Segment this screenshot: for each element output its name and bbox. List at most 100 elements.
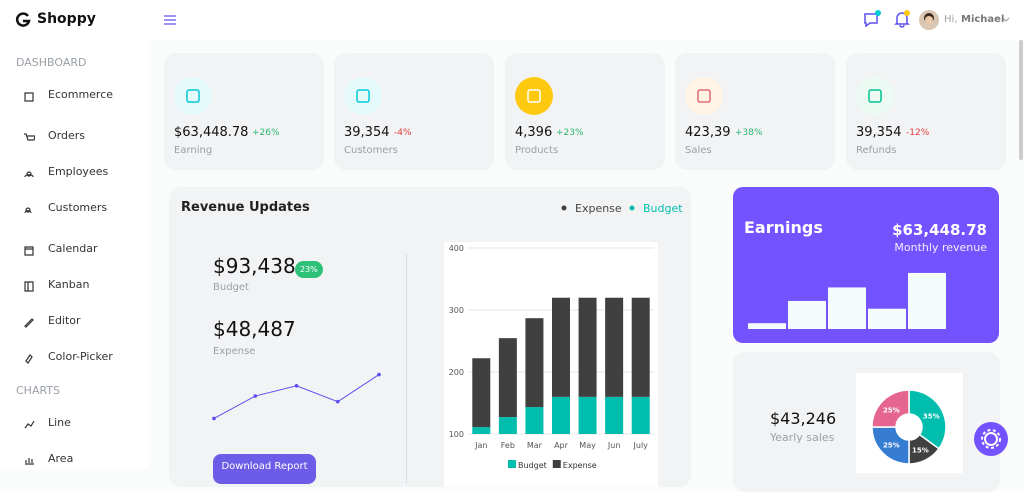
sparkline-point — [253, 394, 258, 398]
icon-shape — [527, 89, 541, 103]
yearly-label: Yearly sales — [770, 431, 835, 444]
x-tick-label: May — [579, 441, 596, 450]
nav-item[interactable]: Area — [48, 452, 74, 465]
expense-label: Expense — [213, 346, 256, 357]
legend-label: Budget — [518, 461, 547, 470]
yearly-chart: 35% 15% 25% 25% — [856, 373, 963, 473]
pie-slice — [871, 389, 910, 428]
stat-percentage: -4% — [394, 128, 412, 138]
nav-item[interactable]: Line — [48, 416, 71, 429]
revenue-panel: Revenue Updates Expense Budget $93,438 2… — [169, 187, 691, 487]
legend-label: Budget — [643, 202, 683, 215]
earnings-panel: Earnings $63,448.78 Monthly revenue — [733, 187, 999, 343]
y-tick-label: 200 — [449, 368, 464, 377]
budget-amount: $93,438 — [213, 254, 296, 278]
y-tick-label: 400 — [449, 244, 464, 253]
nav-icon — [24, 318, 34, 328]
stat-card: 423,39 +38% Sales — [675, 53, 835, 170]
x-tick-label: Apr — [554, 441, 569, 450]
nav-item[interactable]: Ecommerce — [48, 88, 114, 101]
stat-title: Products — [515, 145, 559, 156]
stat-percentage: -12% — [906, 128, 930, 138]
stat-card: 39,354 -12% Refunds — [846, 53, 1006, 170]
legend-dot — [629, 205, 635, 211]
icon-shape — [24, 133, 35, 141]
stat-percentage: +38% — [735, 128, 763, 138]
stat-amount: 39,354 — [344, 125, 390, 140]
stat-icon — [856, 77, 894, 115]
divider — [406, 254, 407, 484]
slice-label: 25% — [883, 406, 900, 414]
nav-heading: CHARTS — [16, 384, 61, 397]
brand[interactable]: Shoppy — [37, 11, 96, 27]
stat-card: 39,354 -4% Customers — [334, 53, 494, 170]
settings-button[interactable] — [973, 421, 1009, 457]
bar-segment — [578, 297, 597, 397]
stat-title: Sales — [685, 145, 712, 156]
nav-item[interactable]: Editor — [48, 314, 81, 327]
sparkline-point — [212, 416, 216, 421]
legend-swatch — [508, 460, 516, 468]
budget-badge: 23% — [295, 261, 323, 278]
legend-swatch — [552, 460, 561, 468]
notification-button[interactable] — [892, 9, 912, 29]
menu-button[interactable] — [163, 13, 177, 27]
stat-icon — [515, 77, 553, 115]
nav-item[interactable]: Calendar — [48, 242, 98, 255]
nav-item[interactable]: Customers — [48, 201, 108, 214]
stat-amount: 4,396 — [515, 125, 553, 140]
user-name[interactable]: Michael — [961, 14, 1005, 25]
earnings-title: Earnings — [744, 218, 823, 237]
header: Hi, Michael — [148, 0, 1024, 40]
legend-label: Expense — [575, 202, 622, 215]
icon-bg — [344, 77, 382, 115]
dropdown-arrow[interactable] — [1002, 16, 1010, 24]
icon-bg — [856, 77, 894, 115]
sparkline-point — [335, 399, 340, 404]
stat-amount: 39,354 — [856, 125, 902, 140]
stat-icon — [344, 77, 382, 115]
x-tick-label: July — [633, 441, 649, 450]
icon-shape — [24, 246, 34, 256]
nav-icon — [24, 171, 34, 178]
stat-title: Earning — [174, 145, 213, 156]
nav-item[interactable]: Employees — [48, 165, 109, 178]
sparkline-point — [294, 384, 299, 388]
icon-shape — [24, 420, 35, 429]
x-tick-label: Feb — [501, 441, 515, 450]
stat-card: 4,396 +23% Products — [505, 53, 665, 170]
nav-heading: DASHBOARD — [16, 56, 87, 69]
nav-item[interactable]: Color-Picker — [48, 350, 113, 363]
bar-segment — [578, 396, 597, 434]
nav-icon — [25, 458, 34, 465]
bar — [868, 308, 906, 329]
sidebar: Shoppy DASHBOARD Ecommerce Orders Employees… — [0, 0, 148, 469]
logo-icon — [15, 12, 31, 27]
expense-amount: $48,487 — [213, 317, 296, 341]
stat-title: Refunds — [856, 145, 897, 156]
scrollbar — [1019, 40, 1023, 160]
nav-item[interactable]: Orders — [48, 129, 85, 142]
greeting: Hi, — [944, 14, 958, 25]
nav-icon — [24, 246, 34, 256]
nav-icon — [24, 207, 32, 214]
nav-item[interactable]: Kanban — [48, 278, 90, 291]
sparkline-line — [213, 374, 380, 419]
avatar[interactable] — [919, 10, 939, 30]
budget-label: Budget — [213, 282, 249, 293]
bar-segment — [525, 318, 544, 408]
sparkline-point — [377, 372, 381, 377]
legend: Expense Budget — [561, 202, 683, 215]
stat-percentage: +26% — [252, 128, 280, 138]
download-button[interactable]: Download Report — [213, 454, 316, 484]
earnings-amount: $63,448.78 — [892, 221, 987, 239]
nav-icon — [25, 354, 33, 364]
chat-button[interactable] — [862, 9, 882, 29]
icon-bg — [515, 77, 553, 115]
icon-shape — [24, 318, 34, 328]
bar-segment — [498, 417, 517, 434]
icon-bg — [174, 77, 212, 115]
x-tick-label: Jan — [474, 441, 487, 450]
sparkline — [212, 372, 381, 421]
